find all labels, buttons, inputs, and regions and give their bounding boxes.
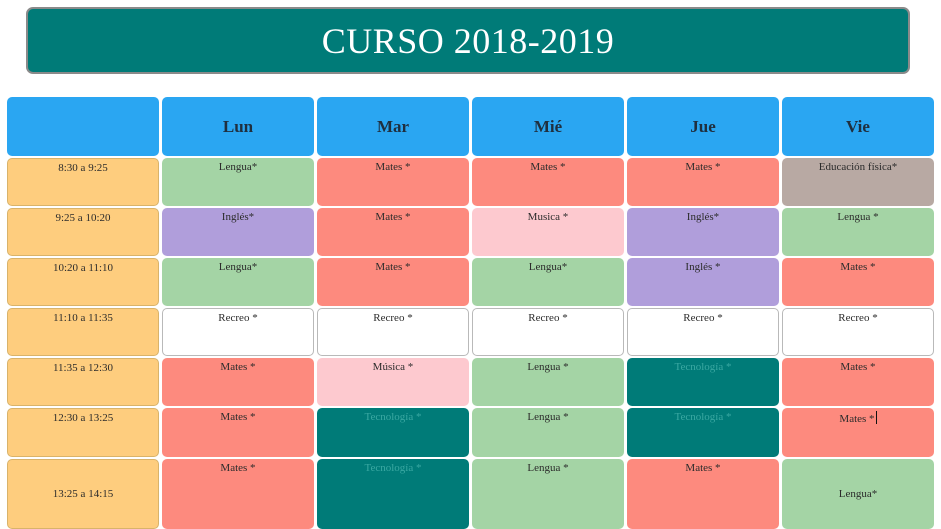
time-slot: 13:25 a 14:15 (7, 459, 159, 529)
corner-cell (7, 97, 159, 156)
class-cell[interactable]: Mates * (317, 258, 469, 306)
day-header-lun: Lun (162, 97, 314, 156)
class-cell[interactable]: Lengua* (782, 459, 934, 529)
class-cell[interactable]: Inglés* (162, 208, 314, 256)
class-cell[interactable]: Mates * (782, 258, 934, 306)
class-cell[interactable]: Mates * (627, 459, 779, 529)
class-cell[interactable]: Mates * (317, 208, 469, 256)
class-cell[interactable]: Lengua* (472, 258, 624, 306)
time-slot: 8:30 a 9:25 (7, 158, 159, 206)
day-header-vie: Vie (782, 97, 934, 156)
class-cell[interactable]: Tecnología * (317, 459, 469, 529)
time-slot: 11:10 a 11:35 (7, 308, 159, 356)
day-header-mie: Mié (472, 97, 624, 156)
class-cell-editing[interactable]: Mates * (782, 408, 934, 457)
class-cell[interactable]: Mates * (162, 408, 314, 457)
timetable: Lun Mar Mié Jue Vie 8:30 a 9:25 Lengua* … (7, 97, 935, 529)
day-header-mar: Mar (317, 97, 469, 156)
class-cell[interactable]: Tecnología * (627, 408, 779, 457)
class-cell[interactable]: Inglés * (627, 258, 779, 306)
time-slot: 10:20 a 11:10 (7, 258, 159, 306)
class-cell[interactable]: Mates * (317, 158, 469, 206)
class-cell[interactable]: Mates * (472, 158, 624, 206)
time-slot: 12:30 a 13:25 (7, 408, 159, 457)
text-cursor (875, 411, 877, 424)
class-cell[interactable]: Lengua* (162, 158, 314, 206)
class-cell[interactable]: Tecnología * (317, 408, 469, 457)
class-cell[interactable]: Lengua* (162, 258, 314, 306)
class-cell[interactable]: Mates * (627, 158, 779, 206)
class-cell[interactable]: Lengua * (472, 408, 624, 457)
class-cell[interactable]: Musica * (472, 208, 624, 256)
class-cell[interactable]: Lengua * (472, 358, 624, 406)
page-title: CURSO 2018-2019 (26, 7, 910, 74)
class-cell[interactable]: Recreo * (782, 308, 934, 356)
class-cell[interactable]: Mates * (782, 358, 934, 406)
class-cell[interactable]: Lengua * (472, 459, 624, 529)
class-cell-text: Mates * (839, 413, 875, 425)
class-cell[interactable]: Mates * (162, 358, 314, 406)
class-cell[interactable]: Inglés* (627, 208, 779, 256)
class-cell[interactable]: Recreo * (472, 308, 624, 356)
class-cell[interactable]: Recreo * (627, 308, 779, 356)
time-slot: 11:35 a 12:30 (7, 358, 159, 406)
class-cell[interactable]: Lengua * (782, 208, 934, 256)
class-cell[interactable]: Recreo * (317, 308, 469, 356)
class-cell[interactable]: Educación física* (782, 158, 934, 206)
class-cell[interactable]: Mates * (162, 459, 314, 529)
time-slot: 9:25 a 10:20 (7, 208, 159, 256)
class-cell[interactable]: Recreo * (162, 308, 314, 356)
day-header-jue: Jue (627, 97, 779, 156)
class-cell[interactable]: Música * (317, 358, 469, 406)
class-cell[interactable]: Tecnología * (627, 358, 779, 406)
